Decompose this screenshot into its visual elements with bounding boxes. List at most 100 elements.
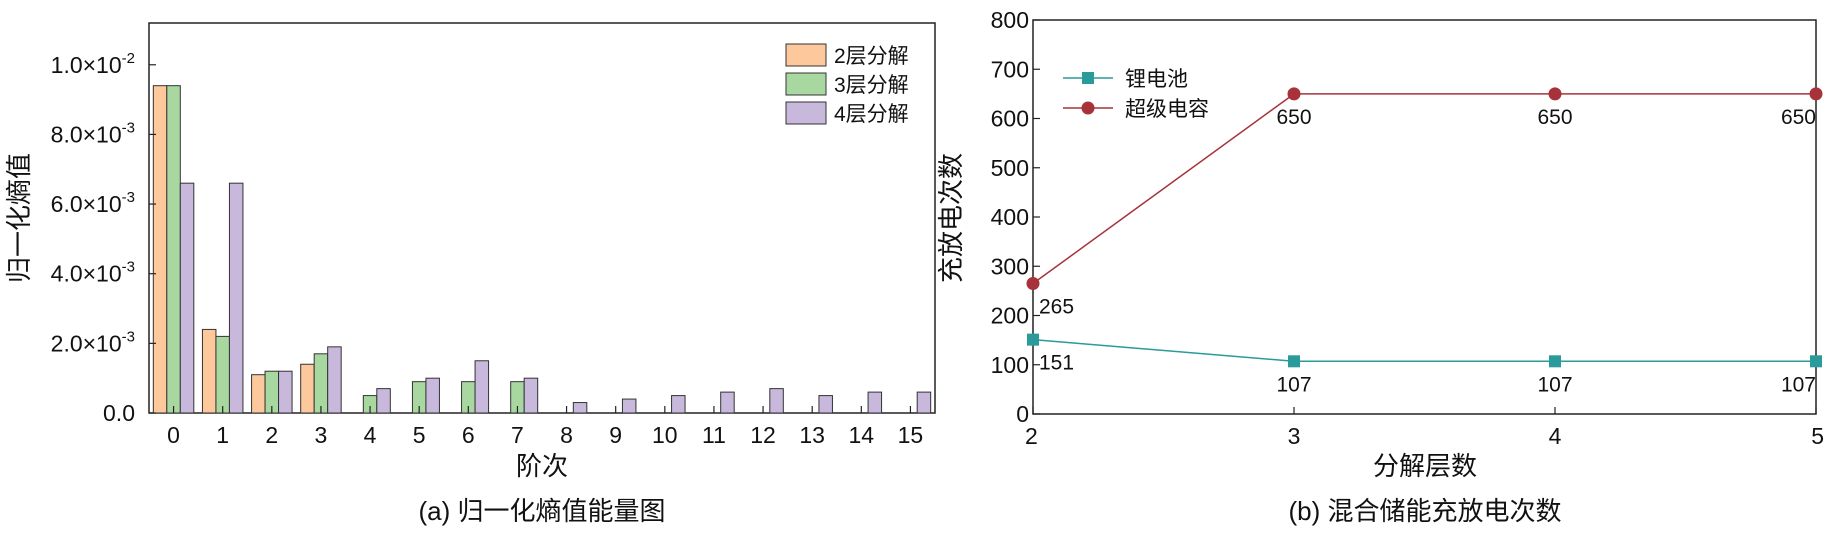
y-tick-label: 4.0×10-3 bbox=[51, 259, 135, 287]
x-tick-label: 5 bbox=[1811, 423, 1824, 449]
bar-2层分解-1 bbox=[201, 328, 217, 414]
bar-4层分解-14 bbox=[867, 391, 883, 414]
x-tick-label: 15 bbox=[898, 422, 924, 448]
x-tick-label: 11 bbox=[702, 422, 726, 448]
y-tick-label: 500 bbox=[991, 155, 1029, 181]
bar-4层分解-11 bbox=[720, 391, 735, 414]
legend-label: 4层分解 bbox=[834, 103, 909, 126]
bar-2层分解-3 bbox=[300, 363, 315, 414]
x-tick-label: 14 bbox=[849, 422, 875, 448]
legend-swatch-3层分解 bbox=[785, 72, 827, 96]
x-axis-ticks: 0 1 2 3 4 5 6 7 8 9 10 11 12 13 14 15 bbox=[167, 406, 923, 448]
bar-4层分解-6 bbox=[474, 360, 490, 414]
bar-4层分解-10 bbox=[671, 395, 686, 414]
y-axis-label: 归一化熵值 bbox=[4, 153, 34, 283]
y-tick-label: 8.0×10-3 bbox=[51, 119, 135, 147]
data-label: 265 bbox=[1039, 295, 1074, 318]
x-tick-label: 2 bbox=[1025, 423, 1038, 449]
y-tick-label: 0.0 bbox=[103, 400, 135, 426]
data-point-square bbox=[1810, 355, 1822, 368]
bar-4层分解-15 bbox=[916, 391, 932, 414]
x-tick-label: 4 bbox=[364, 422, 377, 448]
series-line-锂电池 bbox=[1032, 338, 1816, 363]
x-tick-label: 13 bbox=[799, 422, 825, 448]
bar-4层分解-2 bbox=[278, 370, 293, 414]
x-tick-label: 1 bbox=[216, 422, 229, 448]
data-labels: 151 107 107 107 265 650 650 650 bbox=[1039, 106, 1816, 396]
bar-2层分解-2 bbox=[251, 374, 266, 414]
y-axis-label: 充放电次数 bbox=[936, 153, 966, 283]
x-axis-label: 阶次 bbox=[516, 451, 568, 481]
data-label: 107 bbox=[1537, 373, 1572, 396]
legend: 锂电池 超级电容 bbox=[1063, 68, 1209, 121]
data-label: 650 bbox=[1276, 106, 1311, 129]
bar-4层分解-5 bbox=[425, 377, 440, 414]
legend-swatch-4层分解 bbox=[785, 101, 827, 125]
series-points bbox=[1026, 87, 1823, 368]
data-point-square bbox=[1027, 333, 1039, 346]
x-axis-ticks: 2 3 4 5 bbox=[1025, 407, 1824, 449]
y-tick-label: 6.0×10-3 bbox=[51, 189, 135, 217]
x-tick-label: 3 bbox=[1288, 423, 1301, 449]
x-tick-label: 12 bbox=[750, 422, 776, 448]
data-point-square bbox=[1288, 355, 1300, 368]
bar-4层分解-4 bbox=[376, 388, 391, 414]
series-lines bbox=[1032, 93, 1816, 363]
legend: 2层分解 3层分解 4层分解 bbox=[785, 43, 909, 126]
data-label: 107 bbox=[1276, 373, 1311, 396]
data-label: 650 bbox=[1537, 106, 1572, 129]
bar-4层分解-1 bbox=[228, 182, 244, 414]
x-axis-label: 分解层数 bbox=[1373, 451, 1477, 481]
data-point-circle bbox=[1548, 87, 1562, 101]
x-tick-label: 2 bbox=[265, 422, 278, 448]
bar-chart-plot-area bbox=[148, 22, 936, 414]
bar-4层分解-12 bbox=[769, 388, 784, 414]
bar-3层分解-1 bbox=[215, 335, 230, 414]
legend-label: 超级电容 bbox=[1125, 98, 1209, 121]
bar-3层分解-3 bbox=[313, 353, 329, 414]
y-tick-label: 2.0×10-3 bbox=[51, 328, 135, 356]
bar-4层分解-13 bbox=[818, 395, 833, 414]
bar-4层分解-8 bbox=[572, 402, 588, 414]
data-label: 151 bbox=[1039, 352, 1074, 375]
x-tick-label: 3 bbox=[315, 422, 328, 448]
data-label: 650 bbox=[1781, 106, 1816, 129]
y-axis-ticks: 0.0 2.0×10-3 4.0×10-3 6.0×10-3 8.0×10-3 1.0×1… bbox=[51, 50, 156, 426]
y-tick-label: 100 bbox=[991, 352, 1029, 378]
x-tick-label: 4 bbox=[1549, 423, 1562, 449]
bar-4层分解-0 bbox=[179, 182, 195, 414]
y-tick-label: 0 bbox=[1016, 401, 1029, 427]
y-tick-label: 300 bbox=[991, 253, 1029, 279]
bar-4层分解-9 bbox=[621, 398, 637, 414]
legend-marker-circle bbox=[1081, 101, 1095, 115]
y-tick-label: 400 bbox=[991, 204, 1029, 230]
bar-chart-panel: 0.0 2.0×10-3 4.0×10-3 6.0×10-3 8.0×10-3 1.0×1… bbox=[4, 22, 936, 526]
data-label: 107 bbox=[1781, 373, 1816, 396]
series-line-超级电容 bbox=[1032, 93, 1816, 285]
legend-label: 3层分解 bbox=[834, 74, 909, 97]
x-tick-label: 7 bbox=[511, 422, 524, 448]
legend-label: 2层分解 bbox=[834, 45, 909, 68]
x-tick-label: 9 bbox=[609, 422, 622, 448]
bar-group bbox=[152, 85, 932, 414]
bar-3层分解-0 bbox=[166, 85, 181, 414]
x-tick-label: 10 bbox=[652, 422, 678, 448]
data-point-circle bbox=[1287, 87, 1301, 101]
x-tick-label: 5 bbox=[413, 422, 426, 448]
bar-4层分解-7 bbox=[523, 377, 539, 414]
data-point-circle bbox=[1026, 276, 1040, 290]
data-point-square bbox=[1549, 355, 1561, 368]
x-tick-label: 8 bbox=[560, 422, 573, 448]
x-tick-label: 6 bbox=[462, 422, 475, 448]
caption: (a) 归一化熵值能量图 bbox=[418, 496, 665, 526]
caption: (b) 混合储能充放电次数 bbox=[1288, 496, 1561, 526]
y-tick-label: 1.0×10-2 bbox=[51, 50, 135, 78]
line-chart-panel: 0 100 200 300 400 500 600 700 800 2 3 4 5 151 107 107… bbox=[936, 7, 1824, 526]
y-tick-label: 800 bbox=[991, 7, 1029, 33]
legend-label: 锂电池 bbox=[1125, 68, 1188, 91]
y-axis-ticks: 0 100 200 300 400 500 600 700 800 bbox=[991, 7, 1040, 427]
y-tick-label: 200 bbox=[991, 303, 1029, 329]
legend-marker-square bbox=[1082, 72, 1094, 84]
bar-4层分解-3 bbox=[327, 346, 342, 414]
